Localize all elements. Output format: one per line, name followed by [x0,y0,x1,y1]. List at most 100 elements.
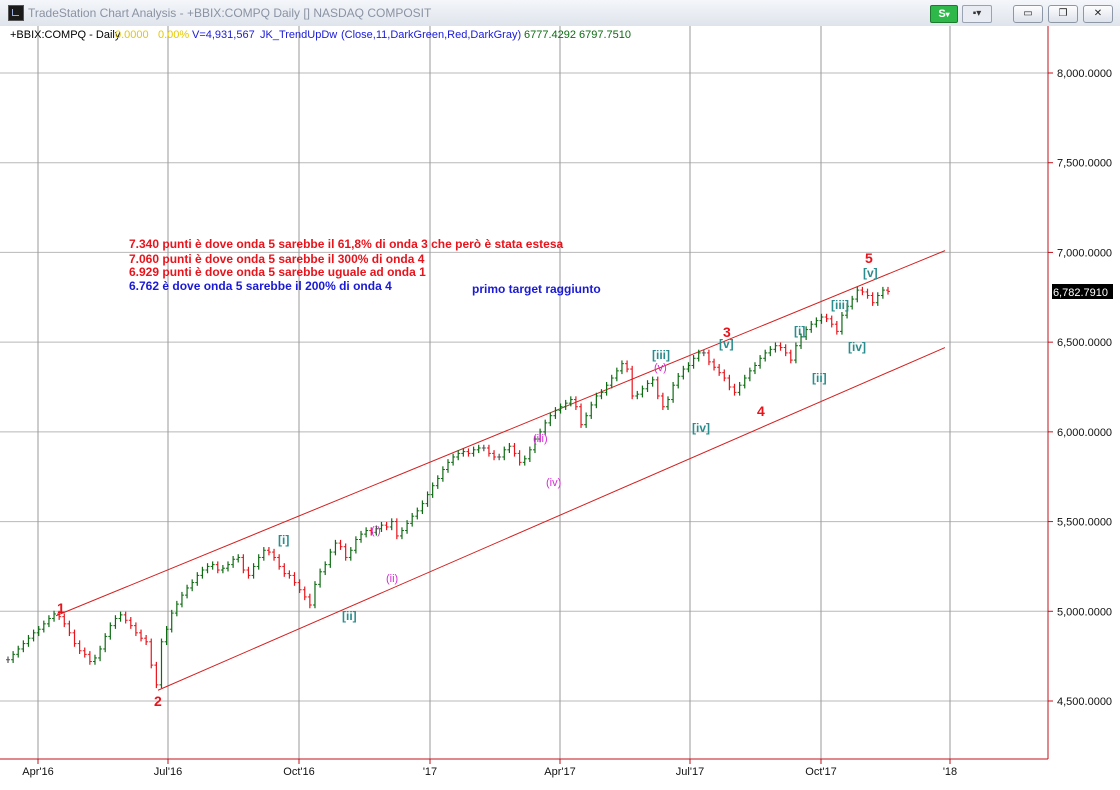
x-tick-label: Oct'16 [283,766,314,778]
price-bar [655,376,660,400]
price-bar [200,566,205,579]
price-bar [348,547,353,561]
price-bar [21,640,26,653]
price-bar [809,320,814,333]
price-bar [875,292,880,306]
price-bar [261,547,266,561]
wave-label-4: 4 [757,403,765,419]
last-price-marker: 6,782.7910 [1052,284,1113,299]
price-bar [486,444,491,457]
close-button[interactable]: ✕ [1083,5,1113,23]
price-bar [144,634,149,646]
price-bar [272,548,277,561]
price-bar [98,645,103,662]
price-bar [640,385,645,398]
price-bar [328,548,333,568]
price-bar [364,527,369,538]
price-bar [660,392,665,410]
price-bar [287,570,292,579]
price-bar [742,374,747,389]
price-bar [154,661,159,689]
price-bar [394,518,399,540]
price-bar [46,615,51,628]
price-bar [307,593,312,609]
channel-upper-line [55,250,946,617]
price-bar [752,362,757,375]
window-title: TradeStation Chart Analysis - +BBIX:COMP… [28,6,432,20]
price-axis: 4,500.0000 5,000.0000 5,500.0000 6,000.0000… [1048,68,1112,708]
price-chart[interactable]: 4,500.0000 5,000.0000 5,500.0000 6,000.0000… [0,26,1120,790]
header-value-1: 0.0000 [115,29,149,41]
price-bar [67,620,72,637]
price-bar [353,536,358,554]
price-bar [686,362,691,373]
price-bar [666,396,670,410]
price-bar [696,349,701,362]
price-bar [819,313,824,324]
price-bar [773,342,778,353]
price-bar [691,355,696,369]
price-bar [517,450,522,466]
price-bar [522,455,527,466]
wave-label-i-1: [i] [278,533,289,547]
price-bar [558,403,563,414]
target-note: primo target raggiunto [472,282,601,296]
price-bar [31,629,36,642]
y-tick-label: 5,000.0000 [1057,606,1112,618]
price-bar [563,399,568,410]
price-bar [456,450,461,461]
price-bar [886,286,890,295]
wave-label-ii-1: [ii] [342,609,357,623]
price-bar [128,617,133,629]
minimize-button[interactable]: ▭ [1013,5,1043,23]
x-tick-label: Jul'17 [676,766,704,778]
price-bar [26,634,31,647]
wave-label-minor-ii: (ii) [386,573,398,585]
toolbar-dropdown-button[interactable]: ▪▾ [962,5,992,23]
s-button[interactable]: S▾ [930,5,958,23]
price-bar [312,581,317,609]
price-bar [333,539,338,556]
close-icon: ✕ [1093,8,1103,19]
price-bar [179,591,184,608]
title-bar[interactable]: TradeStation Chart Analysis - +BBIX:COMP… [0,0,1120,27]
wave-label-5: 5 [865,250,873,266]
price-bar [737,381,742,396]
restore-button[interactable]: ❐ [1048,5,1078,23]
price-bar [589,401,594,419]
price-bar [374,525,379,536]
wave-label-minor-iv: (iv) [546,477,561,489]
price-bar [323,561,328,576]
price-bar [502,446,507,461]
price-bar [538,428,543,443]
price-bar [415,507,420,520]
price-bar [236,554,241,563]
price-bar [169,609,174,633]
price-bar [880,286,885,299]
wave-label-minor-i: (i) [371,525,381,537]
price-bar [532,435,537,454]
x-tick-label: Oct'17 [805,766,836,778]
wave-labels-intermediate: [i] [ii] [iii] [iv] [v] [i] [ii] [iii] [… [278,266,878,623]
note-line-1: 7.340 punti è dove onda 5 sarebbe il 61,… [129,237,563,251]
price-bar [671,381,676,403]
price-bar [389,518,394,531]
price-bar [507,442,512,454]
price-bar [778,342,783,351]
price-bar [619,360,624,375]
price-bar [92,654,97,665]
price-bar [72,629,77,647]
price-bar [788,349,793,364]
wave-label-ii-2: [ii] [812,371,827,385]
price-bar [185,584,190,599]
price-bar [369,527,374,536]
price-bar [52,610,57,622]
note-line-4: 6.762 è dove onda 5 sarebbe il 200% di o… [129,279,392,293]
y-tick-label: 6,500.0000 [1057,337,1112,349]
price-bar [231,556,236,568]
price-bar [410,512,415,527]
price-bar [481,444,486,452]
x-tick-label: '17 [423,766,437,778]
note-line-3: 6.929 punti è dove onda 5 sarebbe uguale… [129,265,426,279]
price-bar [133,622,138,637]
